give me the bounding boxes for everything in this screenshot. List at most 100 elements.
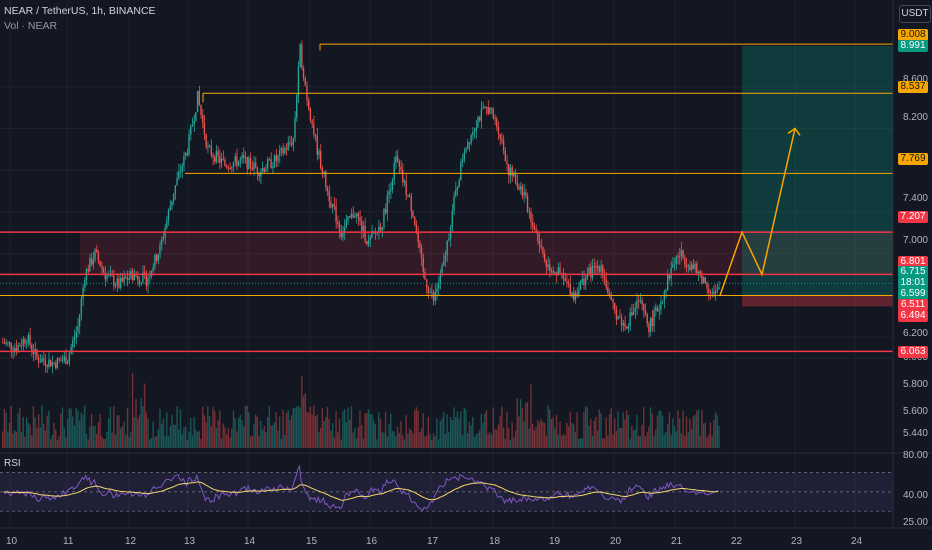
- candle-body: [711, 291, 713, 293]
- candle-body: [463, 152, 465, 161]
- volume-bar: [424, 436, 426, 448]
- volume-bar: [172, 424, 175, 448]
- candle-body: [244, 157, 247, 159]
- candle-body: [184, 152, 187, 157]
- candle-body: [431, 291, 433, 293]
- rsi-ma-line: [3, 481, 719, 501]
- volume-bar: [709, 422, 712, 448]
- candle-body: [77, 326, 79, 332]
- volume-bar: [415, 407, 418, 448]
- price-levels: [0, 43, 893, 353]
- candle-body: [152, 267, 154, 272]
- candle-body: [215, 151, 218, 162]
- candle-body: [649, 317, 652, 333]
- candle-body: [523, 192, 525, 196]
- candle-body: [174, 185, 177, 194]
- candle-body: [208, 145, 211, 147]
- candle-body: [617, 316, 619, 320]
- candle-body: [176, 178, 178, 186]
- candle-body: [502, 140, 505, 151]
- volume-bar: [331, 422, 334, 448]
- volume-bar: [448, 432, 450, 448]
- candle-body: [448, 238, 450, 241]
- candle-body: [550, 270, 553, 272]
- volume-bar: [176, 406, 178, 448]
- volume-bar: [629, 439, 631, 448]
- candle-body: [499, 133, 501, 139]
- volume-bar: [395, 436, 397, 448]
- candle-body: [46, 365, 48, 368]
- candle-body: [123, 276, 125, 282]
- volume-bar: [665, 431, 667, 448]
- candle-body: [219, 156, 221, 163]
- candle-body: [434, 291, 436, 301]
- volume-bar: [167, 436, 170, 448]
- candle-body: [70, 347, 72, 354]
- candle-body: [191, 124, 194, 127]
- volume-bar: [299, 407, 301, 448]
- volume-bar: [704, 422, 706, 448]
- volume-bar: [487, 434, 489, 448]
- volume-bar: [152, 421, 154, 448]
- candle-body: [331, 204, 334, 208]
- candle-body: [388, 191, 390, 196]
- candle-body: [314, 134, 317, 136]
- candle-body: [660, 301, 662, 310]
- volume-bar: [675, 431, 677, 448]
- candle-body: [258, 173, 260, 177]
- volume-bar: [90, 414, 93, 448]
- volume-bar: [121, 426, 124, 448]
- volume-bar: [472, 416, 474, 448]
- candle-body: [443, 260, 445, 266]
- volume-bar: [32, 406, 35, 448]
- candle-body: [354, 216, 356, 218]
- volume-bar: [188, 431, 190, 448]
- volume-bar: [706, 437, 708, 448]
- volume-bar: [648, 426, 650, 448]
- candle-body: [246, 157, 248, 170]
- candle-body: [347, 216, 349, 222]
- volume-bar: [297, 405, 300, 448]
- candle-body: [142, 272, 144, 283]
- volume-bar: [154, 437, 156, 448]
- volume-bar: [489, 432, 491, 448]
- volume-bar: [425, 435, 428, 448]
- candle-body: [345, 221, 347, 227]
- time-axis-label: 10: [6, 536, 18, 547]
- candle-body: [651, 317, 653, 327]
- candle-body: [687, 265, 689, 267]
- currency-button[interactable]: USDT: [899, 5, 931, 23]
- candle-body: [359, 217, 361, 221]
- candle-body: [181, 166, 183, 172]
- candle-body: [694, 263, 696, 269]
- candle-body: [15, 347, 18, 352]
- volume-bar: [407, 433, 409, 448]
- volume-bar: [405, 415, 407, 448]
- candle-body: [190, 126, 192, 135]
- volume-bar: [265, 432, 267, 448]
- candle-body: [709, 292, 712, 294]
- volume-bar: [607, 435, 609, 448]
- volume-bar: [625, 410, 628, 448]
- volume-bar: [306, 411, 308, 448]
- volume-bar: [251, 435, 253, 448]
- volume-bar: [441, 417, 443, 448]
- candle-body: [466, 142, 469, 150]
- volume-bar: [696, 411, 698, 448]
- volume-bar: [600, 412, 602, 448]
- volume-bar: [583, 412, 585, 448]
- candle-body: [2, 342, 4, 344]
- candle-body: [256, 167, 259, 174]
- volume-bar: [372, 419, 375, 448]
- volume-bar: [193, 417, 195, 448]
- volume-bar: [658, 410, 660, 448]
- volume-bar: [195, 429, 197, 448]
- volume-bar: [106, 431, 108, 448]
- candle-body: [251, 167, 253, 170]
- volume-bar: [253, 423, 255, 448]
- volume-bar: [429, 433, 431, 448]
- candle-body: [461, 160, 464, 163]
- volume-bar: [446, 414, 448, 448]
- volume-bar: [174, 424, 177, 448]
